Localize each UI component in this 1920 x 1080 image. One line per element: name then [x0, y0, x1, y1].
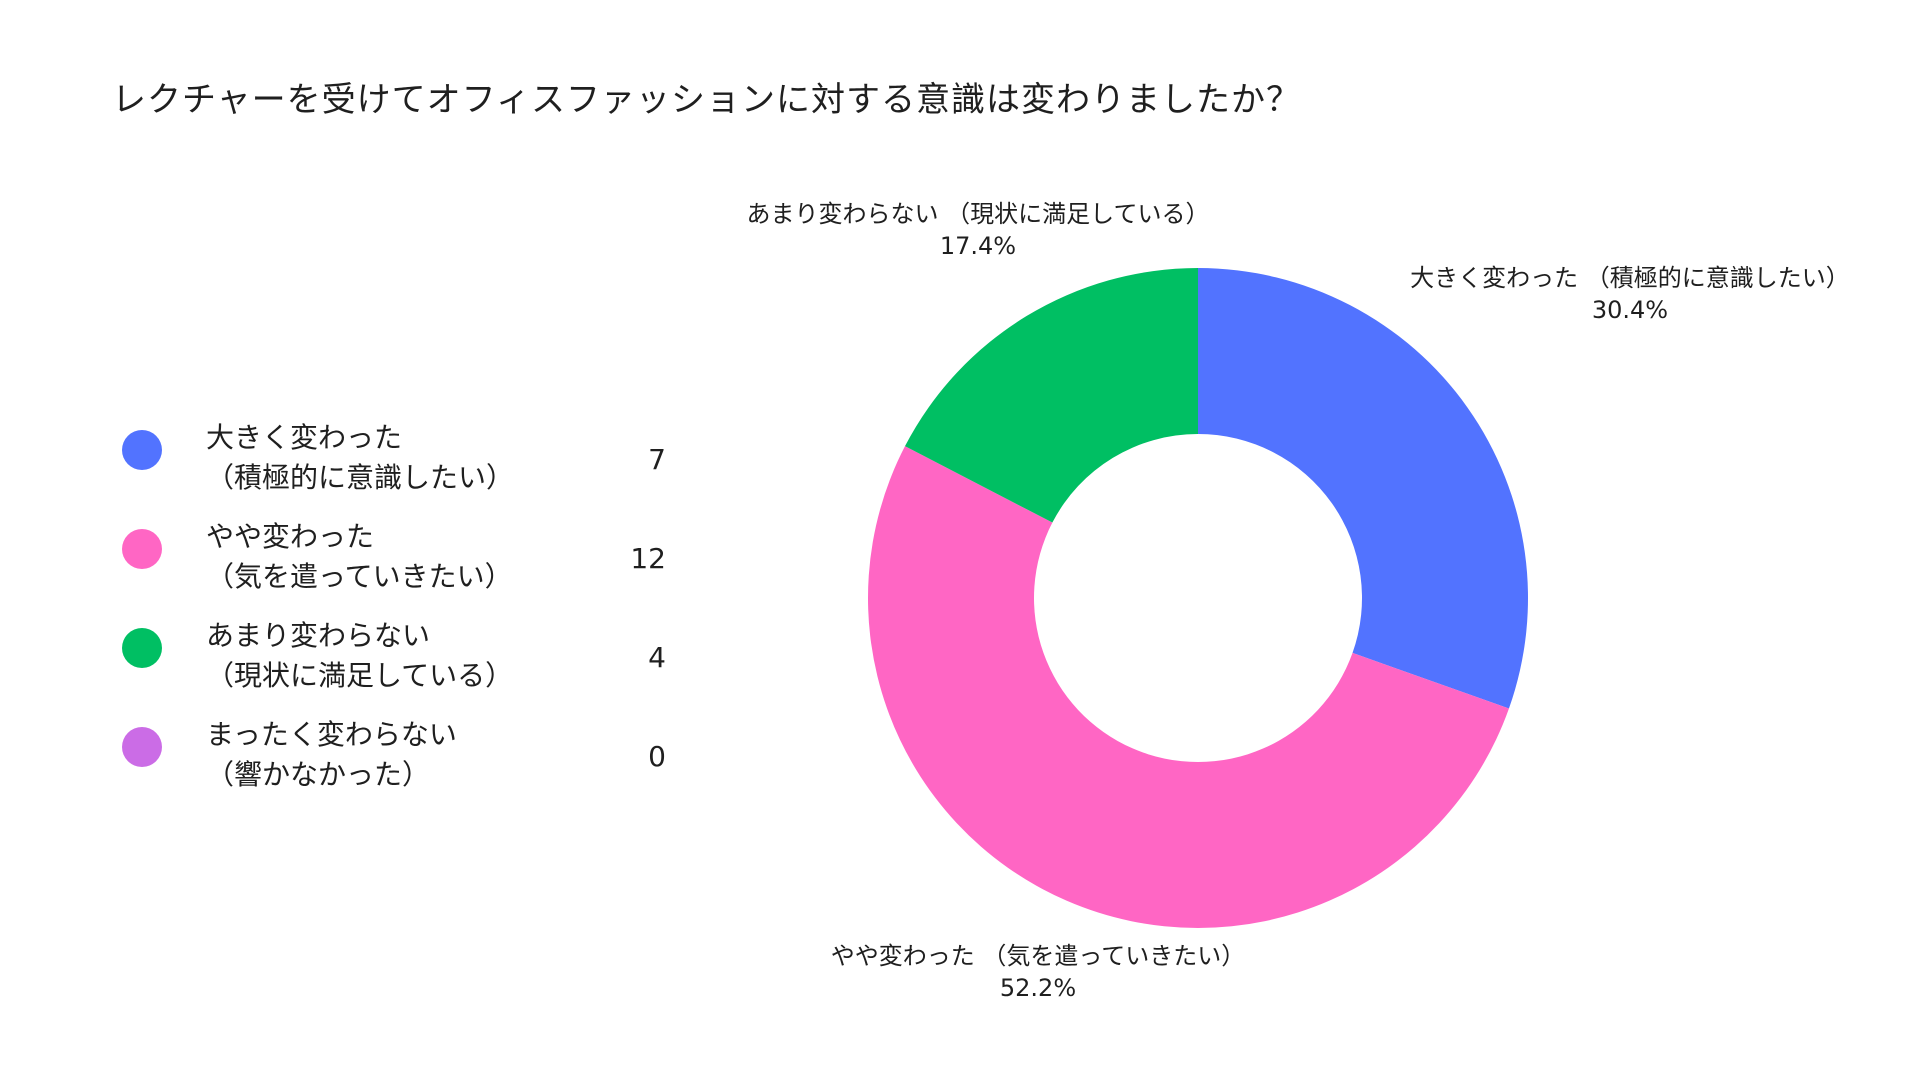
chart-title: レクチャーを受けてオフィスファッションに対する意識は変わりましたか？: [112, 80, 1301, 120]
legend-label-line1: あまり変わらない: [206, 619, 431, 652]
legend-swatch-pink: [122, 529, 162, 569]
legend-swatch-blue: [122, 430, 162, 470]
legend-label-line1: 大きく変わった: [206, 421, 403, 454]
legend-label: 大きく変わった （積極的に意識したい）: [206, 418, 514, 498]
legend-label-line2: （響かなかった）: [206, 758, 431, 791]
legend-item-not-changed-at-all: まったく変わらない （響かなかった） 0: [120, 717, 680, 816]
legend-label-line2: （現状に満足している）: [206, 659, 514, 692]
slice-label-percent: 52.2%: [999, 974, 1077, 1002]
slice-label-not-much-changed: あまり変わらない （現状に満足している） 17.4%: [747, 198, 1210, 262]
legend-count: 12: [630, 542, 666, 575]
legend-count: 7: [648, 443, 666, 476]
slice-label-name: あまり変わらない （現状に満足している）: [746, 200, 1210, 228]
slice-greatly-changed: [1198, 268, 1528, 709]
legend-label: やや変わった （気を遣っていきたい）: [206, 517, 513, 597]
legend-swatch-green: [122, 628, 162, 668]
legend-label: あまり変わらない （現状に満足している）: [206, 616, 513, 696]
legend-label-line1: まったく変わらない: [206, 718, 457, 751]
slice-label-percent: 17.4%: [939, 232, 1017, 260]
legend-item-not-much-changed: あまり変わらない （現状に満足している） 4: [120, 618, 680, 717]
slice-label-name: 大きく変わった （積極的に意識したい）: [1410, 264, 1850, 292]
legend-label-line2: （気を遣っていきたい）: [206, 560, 513, 593]
slice-label-name: やや変わった （気を遣っていきたい）: [830, 942, 1246, 970]
legend-count: 0: [648, 740, 666, 773]
slice-somewhat-changed: [867, 446, 1509, 928]
legend: 大きく変わった （積極的に意識したい） 7 やや変わった （気を遣っていきたい）…: [120, 420, 680, 816]
legend-item-greatly-changed: 大きく変わった （積極的に意識したい） 7: [120, 420, 680, 519]
legend-swatch-purple: [122, 727, 162, 767]
legend-label-line2: （積極的に意識したい）: [206, 461, 515, 494]
legend-label: まったく変わらない （響かなかった）: [206, 715, 457, 795]
slice-not-much-changed: [904, 268, 1198, 523]
slice-label-greatly-changed: 大きく変わった （積極的に意識したい） 30.4%: [1410, 262, 1850, 326]
legend-label-line1: やや変わった: [206, 520, 375, 553]
legend-count: 4: [648, 641, 666, 674]
slice-label-percent: 30.4%: [1591, 296, 1669, 324]
slice-label-somewhat-changed: やや変わった （気を遣っていきたい） 52.2%: [831, 940, 1245, 1004]
legend-item-somewhat-changed: やや変わった （気を遣っていきたい） 12: [120, 519, 680, 618]
